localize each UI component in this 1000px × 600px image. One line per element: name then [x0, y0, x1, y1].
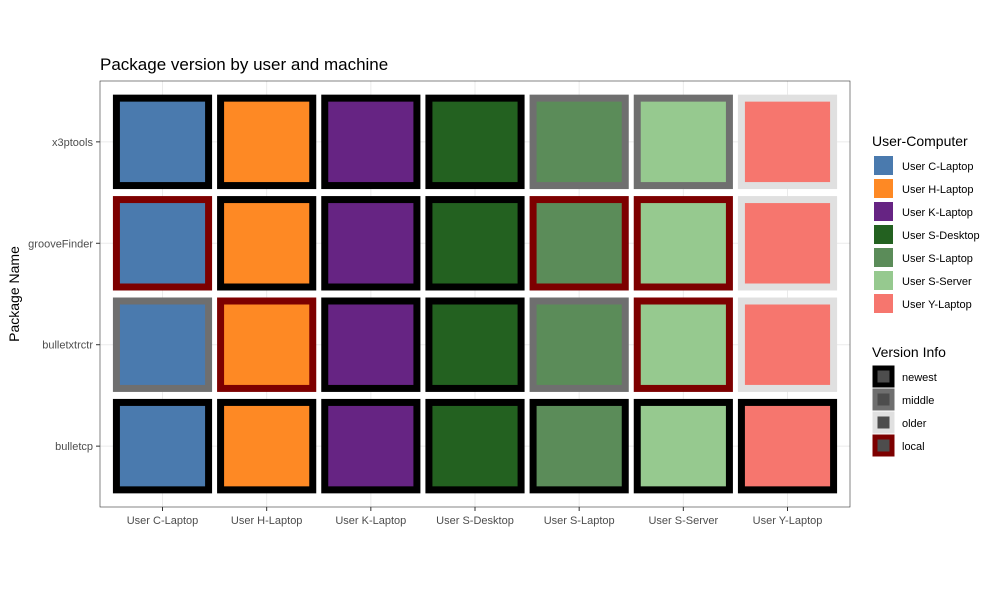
version-legend-key — [872, 365, 895, 388]
fill-legend-label: User Y-Laptop — [902, 299, 972, 311]
heatmap-cell — [633, 94, 733, 190]
heatmap-cell — [633, 398, 733, 494]
heatmap-cell — [737, 196, 838, 291]
x-tick-label: User K-Laptop — [335, 515, 406, 527]
heatmap-cell — [217, 398, 317, 494]
heatmap-cell — [112, 398, 213, 494]
chart-title: Package version by user and machine — [100, 55, 388, 74]
y-tick-label: bulletxtrctr — [42, 340, 93, 352]
heatmap-cell — [529, 196, 629, 291]
fill-legend-label: User C-Laptop — [902, 161, 974, 173]
heatmap-cell — [633, 196, 733, 291]
fill-legend-key — [874, 294, 893, 313]
heatmap-cell — [321, 94, 421, 190]
x-tick-label: User S-Server — [648, 515, 718, 527]
version-legend-key — [872, 411, 895, 434]
heatmap-cell — [217, 196, 317, 291]
heatmap-cell — [425, 297, 525, 392]
heatmap-cell — [529, 297, 629, 392]
fill-legend-label: User S-Server — [902, 276, 972, 288]
fill-legend-key — [874, 248, 893, 267]
y-tick-label: x3ptools — [52, 137, 93, 149]
heatmap-cell — [112, 297, 213, 392]
x-tick-label: User S-Desktop — [436, 515, 514, 527]
cell-layer — [112, 94, 838, 494]
heatmap-cell — [217, 94, 317, 190]
heatmap-cell — [425, 398, 525, 494]
heatmap-cell — [112, 196, 213, 291]
heatmap-cell — [321, 398, 421, 494]
version-legend-title: Version Info — [872, 344, 946, 360]
fill-legend-key — [874, 271, 893, 290]
fill-legend-label: User S-Desktop — [902, 230, 980, 242]
heatmap-cell — [425, 196, 525, 291]
legend-layer: User-Computer User C-Laptop User H-Laptop U… — [872, 133, 980, 457]
fill-legend-title: User-Computer — [872, 133, 968, 149]
heatmap-cell — [737, 398, 838, 494]
heatmap-cell — [321, 297, 421, 392]
fill-legend-key — [874, 225, 893, 244]
y-axis-label: Package Name — [6, 246, 22, 342]
fill-legend-label: User S-Laptop — [902, 253, 973, 265]
heatmap-cell — [112, 94, 213, 190]
x-tick-label: User Y-Laptop — [753, 515, 823, 527]
heatmap-cell — [425, 94, 525, 190]
fill-legend-key — [874, 202, 893, 221]
version-legend-label: newest — [902, 372, 937, 384]
x-tick-label: User S-Laptop — [544, 515, 615, 527]
heatmap-cell — [321, 196, 421, 291]
version-legend-label: local — [902, 441, 925, 453]
fill-legend-key — [874, 156, 893, 175]
fill-legend-key — [874, 179, 893, 198]
version-legend-label: older — [902, 418, 927, 430]
heatmap-cell — [529, 398, 629, 494]
x-tick-label: User H-Laptop — [231, 515, 303, 527]
version-legend-key — [872, 434, 895, 457]
heatmap-cell — [737, 94, 838, 190]
fill-legend-label: User H-Laptop — [902, 184, 974, 196]
fill-legend-label: User K-Laptop — [902, 207, 973, 219]
heatmap-cell — [737, 297, 838, 392]
version-legend-label: middle — [902, 395, 934, 407]
y-tick-label: grooveFinder — [28, 238, 93, 250]
version-legend-key — [872, 388, 895, 411]
heatmap-cell — [217, 297, 317, 392]
axis-layer: User C-Laptop User H-Laptop User K-Laptop U… — [28, 137, 822, 527]
heatmap-cell — [633, 297, 733, 392]
x-tick-label: User C-Laptop — [127, 515, 199, 527]
y-tick-label: bulletcp — [55, 441, 93, 453]
heatmap-cell — [529, 94, 629, 190]
